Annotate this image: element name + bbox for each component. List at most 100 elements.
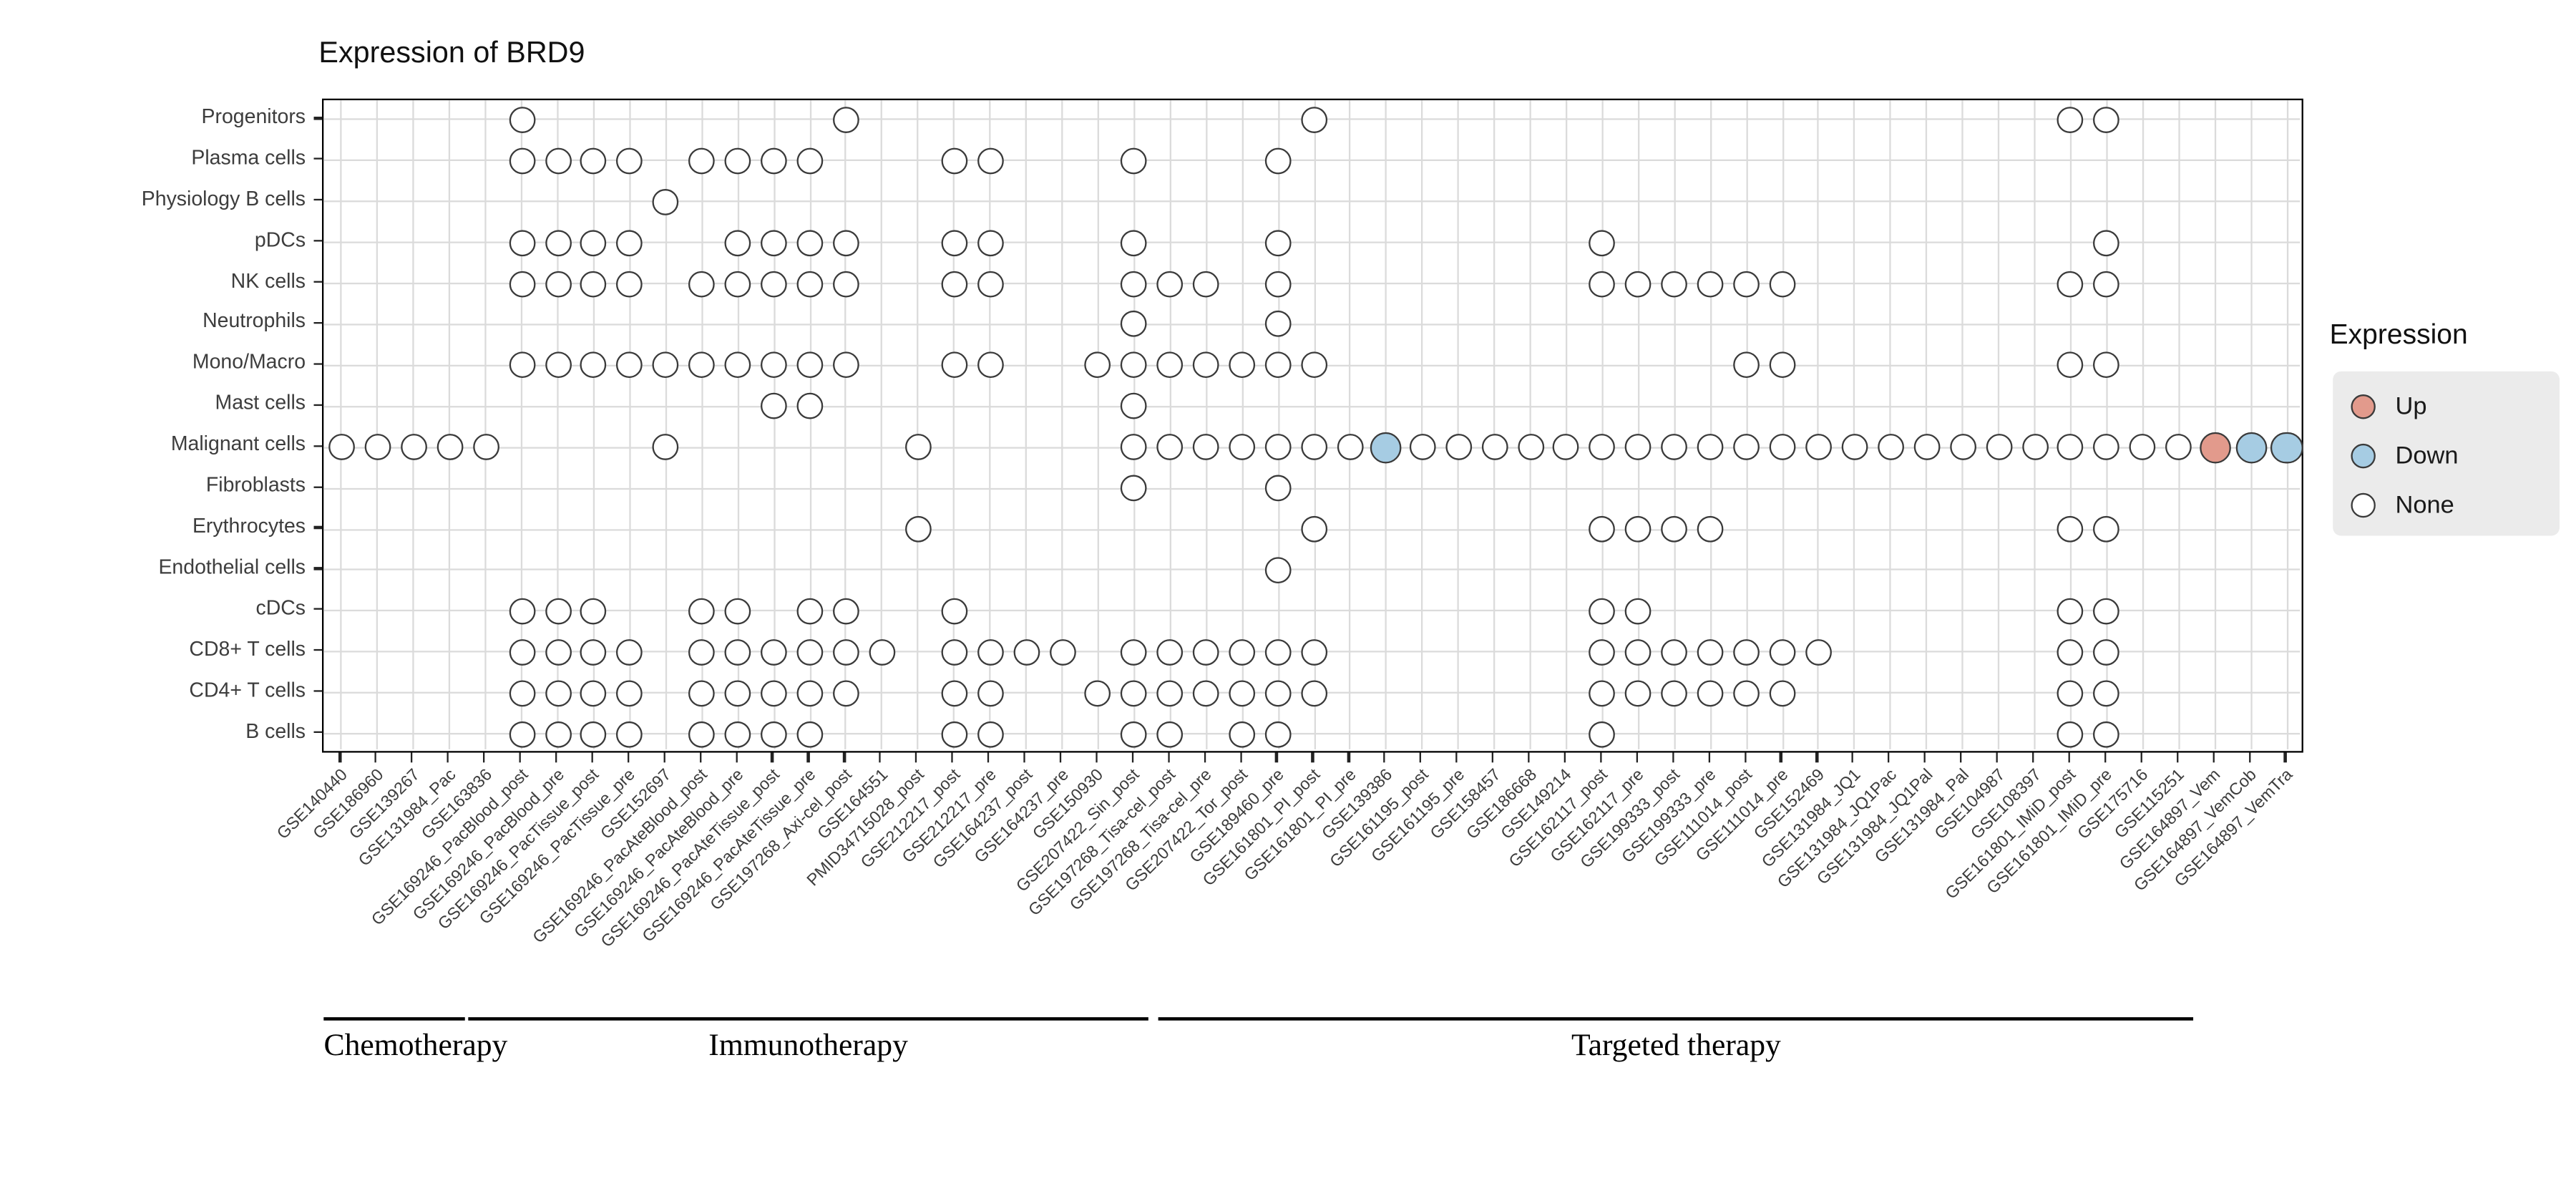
grid-line-v: [665, 99, 667, 749]
expression-dot: [1193, 270, 1220, 297]
grid-line-v: [917, 99, 919, 749]
expression-dot: [1589, 515, 1616, 543]
x-axis-tick: [519, 752, 522, 762]
expression-dot: [1769, 270, 1796, 297]
expression-dot: [1733, 434, 1760, 461]
expression-dot: [616, 720, 643, 747]
expression-dot: [688, 270, 716, 297]
expression-dot: [1661, 270, 1688, 297]
expression-dot: [761, 270, 787, 297]
expression-dot: [1193, 352, 1220, 379]
expression-dot: [1301, 107, 1328, 133]
grid-line-v: [412, 99, 415, 749]
expression-dot: [1265, 147, 1292, 175]
row-label: Mast cells: [215, 392, 306, 415]
x-axis-tick: [1636, 752, 1638, 762]
expression-dot: [2093, 434, 2120, 461]
expression-dot: [508, 638, 535, 666]
expression-dot: [1048, 638, 1075, 666]
row-label: cDCs: [255, 596, 306, 620]
expression-dot: [832, 679, 859, 706]
grid-line-v: [1457, 99, 1460, 749]
expression-dot: [616, 147, 643, 175]
grid-line-v: [376, 99, 379, 749]
therapy-group-line: [323, 1017, 464, 1021]
grid-line-v: [1025, 99, 1028, 749]
row-label: Fibroblasts: [205, 473, 306, 497]
expression-dot: [580, 720, 608, 747]
grid-line-v: [1674, 99, 1676, 749]
x-axis-tick: [1815, 752, 1818, 762]
x-axis-tick: [2248, 752, 2250, 762]
grid-line-v: [2034, 99, 2036, 749]
grid-line-v: [1493, 99, 1496, 749]
x-axis-tick: [1960, 752, 1962, 762]
expression-dot: [904, 434, 932, 461]
expression-dot: [2057, 720, 2084, 747]
expression-dot: [2199, 431, 2231, 463]
row-label: CD8+ T cells: [189, 637, 306, 661]
grid-line-v: [1745, 99, 1747, 749]
grid-line-v: [2214, 99, 2216, 749]
grid-line-v: [1601, 99, 1604, 749]
expression-dot: [1156, 270, 1184, 297]
expression-dot: [761, 352, 787, 379]
expression-dot: [1625, 434, 1652, 461]
x-axis-tick: [1563, 752, 1566, 762]
expression-dot: [2057, 270, 2084, 297]
expression-dot: [761, 679, 787, 706]
y-axis-tick: [313, 157, 323, 160]
expression-dot: [1589, 638, 1616, 666]
legend-item: Down: [2346, 432, 2550, 482]
y-axis-tick: [313, 117, 323, 120]
grid-line-h: [323, 733, 2301, 735]
expression-dot: [761, 638, 787, 666]
x-axis-tick: [1167, 752, 1170, 762]
expression-dot: [1265, 352, 1292, 379]
expression-dot: [724, 720, 751, 747]
expression-dot: [1661, 638, 1688, 666]
grid-line-h: [323, 200, 2301, 203]
expression-dot: [1121, 229, 1148, 256]
expression-dot: [940, 638, 967, 666]
expression-dot: [1697, 515, 1724, 543]
expression-dot: [1805, 638, 1832, 666]
x-axis-tick: [2104, 752, 2107, 762]
grid-line-h: [323, 283, 2301, 285]
row-label: CD4+ T cells: [189, 678, 306, 701]
expression-dot: [940, 720, 967, 747]
expression-dot: [616, 229, 643, 256]
therapy-group-label: Immunotherapy: [708, 1029, 908, 1064]
expression-dot: [2235, 431, 2267, 463]
legend-item-label: None: [2395, 491, 2454, 520]
expression-dot: [653, 434, 679, 461]
grid-line-v: [2069, 99, 2072, 749]
grid-line-v: [1205, 99, 1207, 749]
expression-dot: [761, 147, 787, 175]
expression-dot: [508, 598, 535, 625]
expression-dot: [977, 270, 1003, 297]
y-axis-tick: [313, 199, 323, 201]
x-axis-tick: [2068, 752, 2070, 762]
row-label: Endothelial cells: [158, 555, 306, 578]
grid-line-v: [953, 99, 955, 749]
expression-dot: [2093, 107, 2120, 133]
grid-line-v: [1961, 99, 1964, 749]
x-axis-tick: [807, 752, 809, 762]
x-axis-tick: [1852, 752, 1854, 762]
expression-dot: [724, 352, 751, 379]
row-label: Erythrocytes: [192, 514, 306, 538]
expression-dot: [1949, 434, 1976, 461]
expression-dot: [545, 679, 571, 706]
expression-dot: [1229, 679, 1256, 706]
expression-dot: [1661, 679, 1688, 706]
expression-dot: [2093, 598, 2120, 625]
grid-line-v: [2106, 99, 2108, 749]
grid-line-v: [1998, 99, 2000, 749]
expression-dot: [1301, 434, 1328, 461]
y-axis-tick: [313, 321, 323, 324]
x-axis-tick: [1059, 752, 1062, 762]
expression-dot: [1121, 434, 1148, 461]
x-axis-tick: [627, 752, 630, 762]
